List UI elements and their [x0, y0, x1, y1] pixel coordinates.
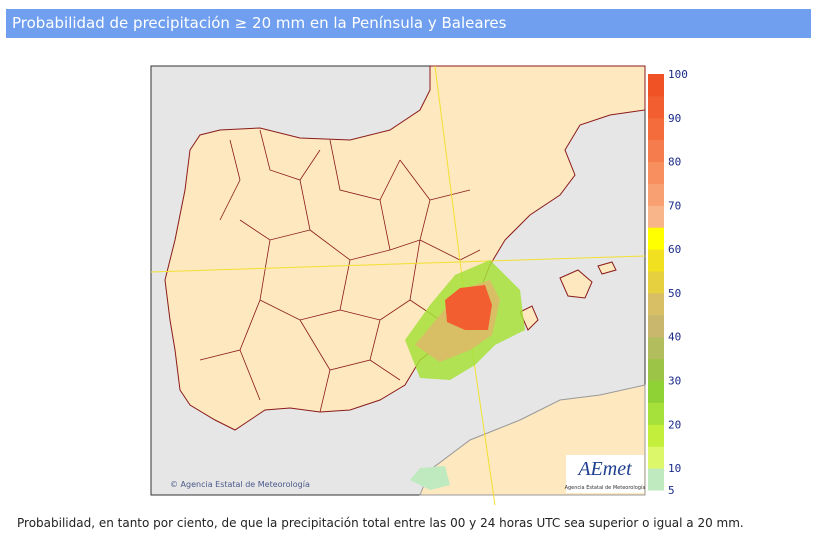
legend-tick-label: 50	[668, 287, 681, 300]
land-menorca	[597, 261, 617, 275]
land-iberia	[164, 65, 646, 431]
legend-band	[648, 161, 664, 184]
logo-box	[566, 455, 644, 493]
legend-tick-label: 90	[668, 112, 681, 125]
legend-band	[648, 380, 664, 403]
legend-band	[648, 358, 664, 382]
caption: Probabilidad, en tanto por ciento, de qu…	[17, 516, 744, 530]
legend-tick-label: 80	[668, 156, 681, 169]
legend-band	[648, 336, 664, 360]
legend-band	[648, 292, 664, 316]
logo-subtitle: Agencia Estatal de Meteorología	[565, 484, 646, 491]
legend-band	[648, 271, 664, 294]
legend-band	[648, 424, 664, 447]
legend-band	[648, 314, 664, 338]
legend-tick-label: 100	[668, 68, 688, 81]
legend-tick-label: 20	[668, 418, 681, 431]
legend-band	[648, 227, 664, 250]
legend-tick-label: 30	[668, 375, 681, 388]
legend-band	[648, 183, 664, 206]
legend-tick-label: 60	[668, 243, 681, 256]
legend-band	[648, 402, 664, 425]
legend-band	[648, 446, 664, 469]
legend-band	[648, 95, 664, 119]
land-ibiza	[519, 305, 539, 331]
legend-band	[648, 139, 664, 163]
title-bar: Probabilidad de precipitación ≥ 20 mm en…	[6, 9, 811, 38]
legend-tick-label: 40	[668, 331, 681, 344]
legend-tick-label: 70	[668, 199, 681, 212]
land-mallorca	[559, 269, 593, 299]
legend-band	[648, 74, 664, 97]
legend-tick-label: 5	[668, 484, 675, 497]
precip-field	[405, 260, 525, 490]
legend: 100 90 80 70 60 50 40 30 20 10 5	[648, 68, 688, 497]
legend-band	[648, 117, 664, 141]
legend-tick-label: 10	[668, 462, 681, 475]
logo: AEmet	[576, 458, 632, 480]
legend-band	[648, 249, 664, 272]
legend-band	[648, 468, 664, 491]
map-copyright: © Agencia Estatal de Meteorología	[170, 480, 310, 489]
legend-band	[648, 205, 664, 228]
